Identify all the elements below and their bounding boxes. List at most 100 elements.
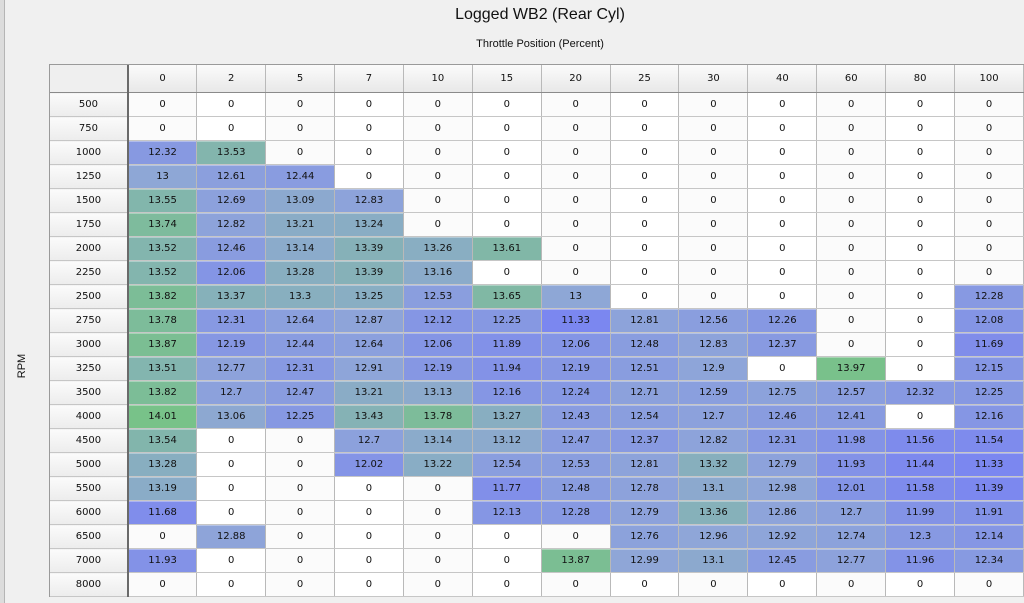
- table-cell[interactable]: 0: [403, 164, 473, 189]
- table-cell[interactable]: 12.31: [747, 428, 818, 453]
- table-cell[interactable]: 13.52: [127, 236, 198, 261]
- table-cell[interactable]: 13.09: [265, 188, 336, 213]
- row-header[interactable]: 2750: [50, 308, 129, 333]
- column-header[interactable]: 60: [816, 65, 887, 93]
- table-cell[interactable]: 12.19: [403, 356, 473, 381]
- table-cell[interactable]: 0: [196, 92, 267, 117]
- table-cell[interactable]: 12.79: [747, 452, 818, 477]
- table-cell[interactable]: 11.68: [127, 500, 198, 525]
- table-cell[interactable]: 0: [954, 236, 1024, 261]
- table-cell[interactable]: 12.98: [747, 476, 818, 501]
- table-cell[interactable]: 13.24: [334, 212, 404, 237]
- row-header[interactable]: 2250: [50, 260, 129, 285]
- table-cell[interactable]: 12.51: [610, 356, 680, 381]
- table-cell[interactable]: 12.48: [541, 476, 611, 501]
- table-cell[interactable]: 0: [747, 92, 818, 117]
- table-cell[interactable]: 0: [816, 260, 887, 285]
- table-cell[interactable]: 0: [196, 428, 267, 453]
- table-cell[interactable]: 0: [265, 548, 336, 573]
- table-cell[interactable]: 0: [265, 524, 336, 549]
- table-cell[interactable]: 12.3: [885, 524, 956, 549]
- column-header[interactable]: 10: [403, 65, 473, 93]
- table-cell[interactable]: 12.71: [610, 380, 680, 405]
- table-cell[interactable]: 0: [196, 116, 267, 141]
- table-cell[interactable]: 13.39: [334, 260, 404, 285]
- table-cell[interactable]: 0: [747, 140, 818, 165]
- table-cell[interactable]: 0: [541, 524, 611, 549]
- row-header[interactable]: 5500: [50, 476, 129, 501]
- table-cell[interactable]: 13.21: [265, 212, 336, 237]
- table-cell[interactable]: 0: [678, 140, 749, 165]
- table-cell[interactable]: 0: [265, 92, 336, 117]
- table-cell[interactable]: 12.79: [610, 500, 680, 525]
- table-cell[interactable]: 11.99: [885, 500, 956, 525]
- table-cell[interactable]: 12.31: [196, 308, 267, 333]
- table-cell[interactable]: 0: [127, 92, 198, 117]
- row-header[interactable]: 3250: [50, 356, 129, 381]
- table-cell[interactable]: 0: [885, 164, 956, 189]
- table-cell[interactable]: 13.16: [403, 260, 473, 285]
- table-cell[interactable]: 0: [541, 236, 611, 261]
- row-header[interactable]: 3000: [50, 332, 129, 357]
- table-cell[interactable]: 12.26: [747, 308, 818, 333]
- table-cell[interactable]: 12.47: [541, 428, 611, 453]
- row-header[interactable]: 4000: [50, 404, 129, 429]
- row-header[interactable]: 8000: [50, 572, 129, 597]
- table-cell[interactable]: 13.87: [127, 332, 198, 357]
- table-cell[interactable]: 13.39: [334, 236, 404, 261]
- table-cell[interactable]: 12.82: [678, 428, 749, 453]
- table-cell[interactable]: 0: [816, 116, 887, 141]
- table-cell[interactable]: 12.96: [678, 524, 749, 549]
- table-cell[interactable]: 13.74: [127, 212, 198, 237]
- table-cell[interactable]: 12.02: [334, 452, 404, 477]
- table-cell[interactable]: 0: [127, 524, 198, 549]
- table-cell[interactable]: 14.01: [127, 404, 198, 429]
- table-cell[interactable]: 0: [885, 404, 956, 429]
- table-cell[interactable]: 13.78: [403, 404, 473, 429]
- table-cell[interactable]: 12.57: [816, 380, 887, 405]
- table-cell[interactable]: 0: [472, 572, 542, 597]
- table-cell[interactable]: 13.06: [196, 404, 267, 429]
- table-cell[interactable]: 0: [885, 188, 956, 213]
- table-cell[interactable]: 0: [747, 188, 818, 213]
- table-cell[interactable]: 12.81: [610, 308, 680, 333]
- table-cell[interactable]: 0: [265, 500, 336, 525]
- table-cell[interactable]: 12.28: [954, 284, 1024, 309]
- table-cell[interactable]: 0: [747, 236, 818, 261]
- table-cell[interactable]: 0: [678, 116, 749, 141]
- table-cell[interactable]: 0: [610, 188, 680, 213]
- table-cell[interactable]: 0: [747, 212, 818, 237]
- table-cell[interactable]: 12.24: [541, 380, 611, 405]
- table-cell[interactable]: 13.37: [196, 284, 267, 309]
- table-cell[interactable]: 12.13: [472, 500, 542, 525]
- table-cell[interactable]: 12.34: [954, 548, 1024, 573]
- table-cell[interactable]: 13.1: [678, 548, 749, 573]
- table-cell[interactable]: 12.74: [816, 524, 887, 549]
- table-cell[interactable]: 12.14: [954, 524, 1024, 549]
- table-cell[interactable]: 11.98: [816, 428, 887, 453]
- table-cell[interactable]: 13.13: [403, 380, 473, 405]
- table-cell[interactable]: 0: [954, 116, 1024, 141]
- table-cell[interactable]: 13.61: [472, 236, 542, 261]
- table-cell[interactable]: 12.64: [265, 308, 336, 333]
- table-cell[interactable]: 12.87: [334, 308, 404, 333]
- table-cell[interactable]: 13.22: [403, 452, 473, 477]
- row-header[interactable]: 6000: [50, 500, 129, 525]
- table-cell[interactable]: 0: [816, 212, 887, 237]
- table-cell[interactable]: 0: [885, 356, 956, 381]
- column-header[interactable]: 0: [127, 65, 198, 93]
- table-cell[interactable]: 11.54: [954, 428, 1024, 453]
- table-cell[interactable]: 0: [885, 212, 956, 237]
- table-cell[interactable]: 13.27: [472, 404, 542, 429]
- table-cell[interactable]: 0: [816, 140, 887, 165]
- table-cell[interactable]: 11.93: [127, 548, 198, 573]
- table-cell[interactable]: 0: [334, 116, 404, 141]
- table-cell[interactable]: 0: [403, 140, 473, 165]
- table-cell[interactable]: 0: [816, 164, 887, 189]
- column-header[interactable]: 20: [541, 65, 611, 93]
- table-cell[interactable]: 0: [472, 92, 542, 117]
- table-cell[interactable]: 0: [403, 116, 473, 141]
- table-cell[interactable]: 0: [196, 500, 267, 525]
- table-cell[interactable]: 12.43: [541, 404, 611, 429]
- column-header[interactable]: 100: [954, 65, 1024, 93]
